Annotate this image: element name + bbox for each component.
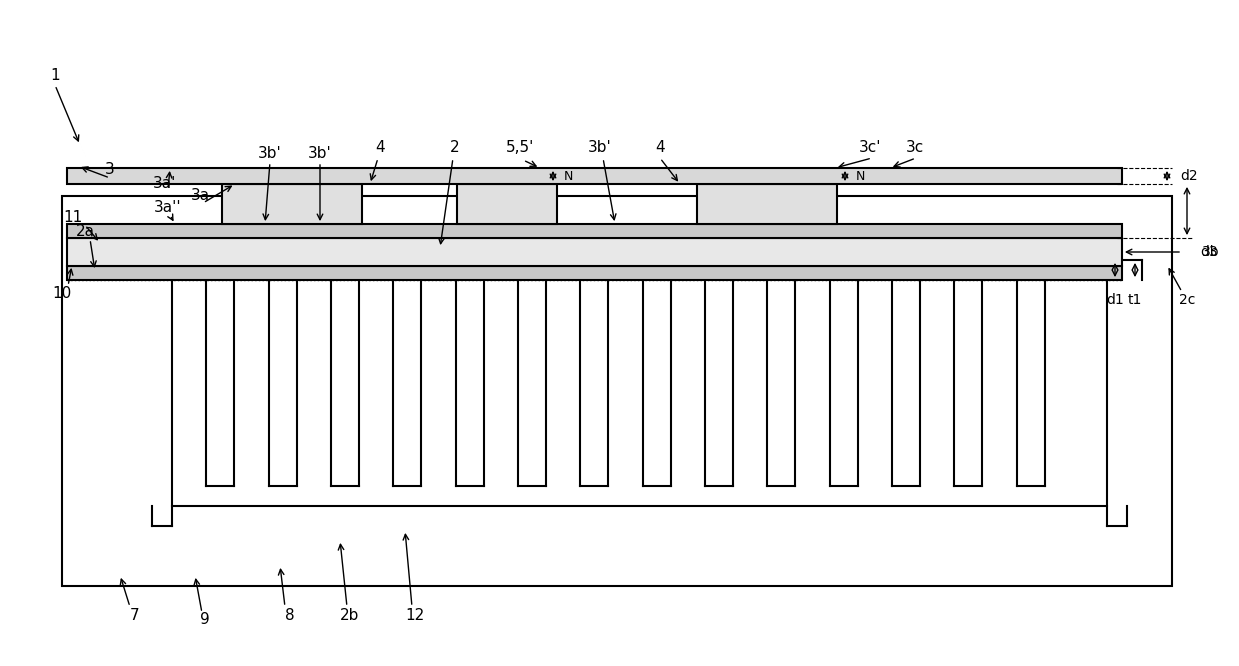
- Text: t1: t1: [1127, 293, 1142, 307]
- Text: 4: 4: [375, 141, 385, 155]
- Bar: [67, 238, 1123, 266]
- Text: 3c: 3c: [906, 141, 924, 155]
- Text: 3b': 3b': [589, 141, 612, 155]
- Text: N: N: [564, 170, 572, 182]
- Bar: [67, 168, 1123, 184]
- Text: 3a: 3a: [191, 188, 209, 202]
- Text: 3c': 3c': [859, 141, 881, 155]
- Text: 1: 1: [51, 67, 59, 83]
- Bar: [222, 184, 362, 224]
- Bar: [62, 196, 1172, 586]
- Text: 3: 3: [105, 163, 115, 178]
- Text: d3: d3: [1201, 245, 1218, 259]
- Text: 2b: 2b: [341, 607, 359, 623]
- Text: 2c: 2c: [1178, 293, 1196, 307]
- Text: d2: d2: [1181, 169, 1198, 183]
- Bar: [67, 266, 1123, 280]
- Bar: [67, 224, 1123, 238]
- Text: 9: 9: [201, 613, 209, 627]
- Text: 2: 2: [450, 141, 460, 155]
- Bar: [457, 184, 558, 224]
- Text: 4: 4: [655, 141, 665, 155]
- Text: 3a': 3a': [154, 176, 177, 190]
- Text: 7: 7: [130, 607, 140, 623]
- Text: d1: d1: [1106, 293, 1124, 307]
- Text: 3a'': 3a'': [154, 200, 182, 214]
- Text: 5,5': 5,5': [506, 141, 534, 155]
- Text: 2a: 2a: [76, 224, 94, 240]
- Text: N: N: [855, 170, 865, 182]
- Text: 12: 12: [405, 607, 425, 623]
- Text: 3b': 3b': [258, 145, 282, 161]
- Text: 8: 8: [285, 607, 295, 623]
- Text: 11: 11: [63, 210, 83, 226]
- Text: 10: 10: [52, 286, 72, 300]
- Bar: [698, 184, 838, 224]
- Text: 3b: 3b: [1202, 245, 1219, 259]
- Text: 3b': 3b': [309, 145, 332, 161]
